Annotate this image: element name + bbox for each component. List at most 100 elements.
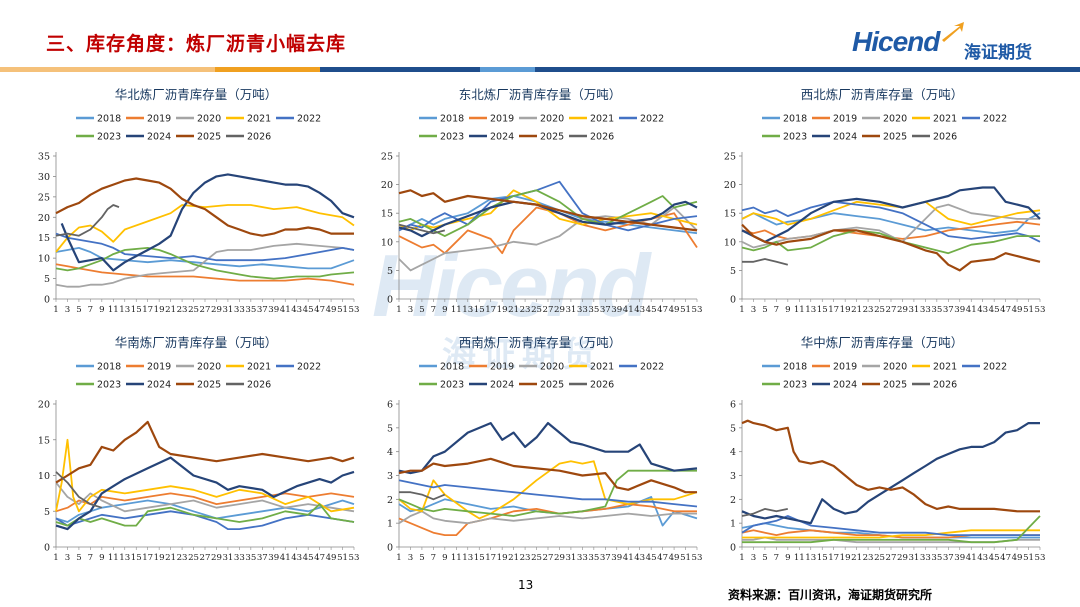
- header-band-4: [480, 67, 535, 72]
- x-tick-label: 21: [508, 553, 519, 563]
- legend-label-2021: 2021: [590, 114, 614, 125]
- x-tick-label: 43: [634, 305, 645, 315]
- x-tick-label: 35: [588, 305, 599, 315]
- x-tick-label: 23: [177, 305, 188, 315]
- x-tick-label: 51: [337, 305, 348, 315]
- legend-label-2018: 2018: [783, 114, 807, 125]
- x-tick-label: 3: [65, 305, 70, 315]
- x-tick-label: 7: [88, 553, 93, 563]
- legend-label-2024: 2024: [833, 132, 857, 143]
- legend-label-2022: 2022: [983, 114, 1007, 125]
- legend-label-2019: 2019: [147, 362, 171, 373]
- chart-title-northwest: 西北炼厂沥青库存量（万吨）: [800, 87, 964, 102]
- x-tick-label: 11: [451, 553, 462, 563]
- y-tick-label: 5: [387, 423, 393, 434]
- x-tick-label: 25: [874, 305, 885, 315]
- y-tick-label: 20: [38, 400, 50, 411]
- x-tick-label: 27: [886, 305, 897, 315]
- x-tick-label: 31: [908, 305, 919, 315]
- legend-label-2025: 2025: [883, 132, 907, 143]
- x-tick-label: 51: [337, 553, 348, 563]
- x-tick-label: 3: [408, 553, 413, 563]
- x-tick-label: 19: [154, 305, 165, 315]
- series-line-2026: [55, 471, 103, 509]
- x-tick-label: 5: [419, 305, 424, 315]
- x-tick-label: 1: [396, 305, 401, 315]
- legend-label-2026: 2026: [590, 132, 614, 143]
- x-tick-label: 35: [245, 305, 256, 315]
- y-tick-label: 4: [730, 447, 736, 458]
- x-tick-label: 5: [76, 305, 81, 315]
- header-band-3: [320, 67, 480, 72]
- series-line-2022: [55, 232, 355, 262]
- series-line-2026: [399, 491, 446, 501]
- y-tick-label: 25: [381, 152, 393, 163]
- y-tick-label: 3: [387, 471, 393, 482]
- series-line-2021: [55, 204, 355, 253]
- x-tick-label: 11: [108, 553, 119, 563]
- x-tick-label: 13: [462, 305, 473, 315]
- series-line-2018: [55, 246, 355, 270]
- x-tick-label: 43: [977, 305, 988, 315]
- x-tick-label: 11: [794, 553, 805, 563]
- legend-label-2022: 2022: [640, 362, 664, 373]
- x-tick-label: 49: [326, 305, 337, 315]
- legend-label-2020: 2020: [883, 114, 907, 125]
- x-tick-label: 17: [142, 305, 153, 315]
- y-tick-label: 0: [730, 295, 736, 306]
- y-tick-label: 0: [387, 295, 393, 306]
- legend-label-2025: 2025: [197, 132, 221, 143]
- series-line-2024: [741, 186, 1041, 243]
- legend-label-2024: 2024: [490, 380, 514, 391]
- series-line-2019: [741, 220, 1041, 240]
- legend-label-2022: 2022: [983, 362, 1007, 373]
- x-tick-label: 33: [920, 553, 931, 563]
- x-tick-label: 9: [785, 553, 790, 563]
- x-tick-label: 9: [99, 553, 104, 563]
- legend-label-2020: 2020: [540, 362, 564, 373]
- x-tick-label: 17: [142, 553, 153, 563]
- x-tick-label: 53: [349, 305, 360, 315]
- legend-label-2019: 2019: [833, 362, 857, 373]
- x-tick-label: 3: [751, 305, 756, 315]
- x-tick-label: 31: [908, 553, 919, 563]
- x-tick-label: 47: [1000, 553, 1011, 563]
- series-line-2026: [742, 258, 789, 266]
- x-tick-label: 41: [623, 305, 634, 315]
- x-tick-label: 35: [931, 305, 942, 315]
- y-tick-label: 2: [730, 495, 736, 506]
- x-tick-label: 51: [680, 553, 691, 563]
- x-tick-label: 19: [840, 553, 851, 563]
- x-tick-label: 5: [762, 305, 767, 315]
- x-tick-label: 21: [851, 553, 862, 563]
- legend-label-2021: 2021: [247, 114, 271, 125]
- y-tick-label: 5: [730, 423, 736, 434]
- y-tick-label: 4: [387, 447, 393, 458]
- x-tick-label: 7: [774, 305, 779, 315]
- x-tick-label: 53: [692, 305, 703, 315]
- x-tick-label: 43: [634, 553, 645, 563]
- y-tick-label: 1: [387, 519, 393, 530]
- x-tick-label: 49: [326, 553, 337, 563]
- legend-label-2026: 2026: [247, 132, 271, 143]
- x-tick-label: 23: [863, 305, 874, 315]
- series-line-2026: [55, 204, 120, 237]
- legend-label-2022: 2022: [297, 362, 321, 373]
- x-tick-label: 23: [520, 553, 531, 563]
- x-tick-label: 7: [431, 553, 436, 563]
- x-tick-label: 21: [851, 305, 862, 315]
- legend-label-2019: 2019: [490, 362, 514, 373]
- x-tick-label: 7: [88, 305, 93, 315]
- legend-label-2022: 2022: [297, 114, 321, 125]
- x-tick-label: 9: [99, 305, 104, 315]
- y-tick-label: 1: [730, 519, 736, 530]
- y-tick-label: 10: [38, 471, 50, 482]
- x-tick-label: 37: [943, 553, 954, 563]
- x-tick-label: 15: [817, 305, 828, 315]
- chart-title-southwest: 西南炼厂沥青库存量（万吨）: [458, 335, 622, 350]
- x-tick-label: 29: [554, 305, 565, 315]
- series-line-2023: [398, 189, 698, 238]
- x-tick-label: 29: [211, 305, 222, 315]
- y-tick-label: 10: [38, 254, 50, 265]
